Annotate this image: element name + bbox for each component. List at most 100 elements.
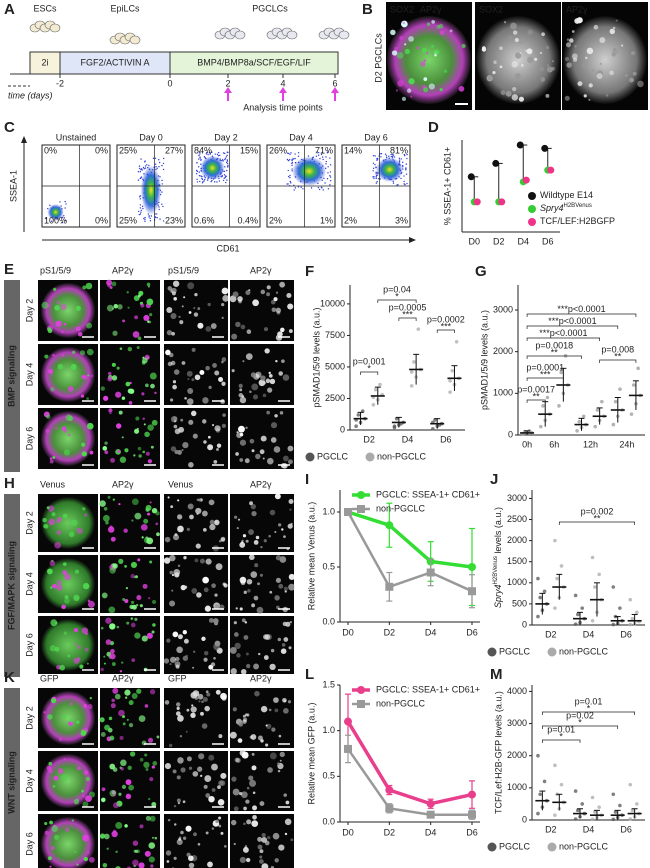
image-texture bbox=[111, 307, 115, 310]
flow-event bbox=[329, 171, 332, 173]
flow-event bbox=[222, 152, 225, 154]
image-texture bbox=[45, 414, 51, 419]
image-texture bbox=[239, 432, 244, 437]
analysis-arrowhead bbox=[224, 87, 232, 93]
flow-event bbox=[140, 211, 142, 213]
flow-event bbox=[195, 169, 198, 172]
image-texture bbox=[148, 320, 152, 324]
image-texture bbox=[171, 291, 176, 296]
image-texture bbox=[251, 765, 257, 771]
image-texture bbox=[67, 386, 74, 392]
image-texture bbox=[113, 303, 119, 309]
image-texture bbox=[201, 636, 206, 642]
flow-event bbox=[204, 178, 206, 181]
flow-event bbox=[65, 203, 67, 205]
flow-event bbox=[158, 158, 160, 161]
image-texture bbox=[216, 443, 222, 448]
image-texture bbox=[174, 428, 181, 435]
image-texture bbox=[172, 384, 177, 390]
legend-label: Wildtype E14 bbox=[540, 190, 593, 200]
stage-label: EpiLCs bbox=[110, 3, 140, 13]
image-texture bbox=[169, 570, 174, 575]
image-texture bbox=[177, 450, 182, 455]
image-texture bbox=[103, 655, 106, 658]
flow-event bbox=[64, 207, 66, 209]
image-texture bbox=[77, 645, 81, 650]
image-texture bbox=[134, 617, 138, 621]
flow-event bbox=[393, 156, 396, 158]
flow-event bbox=[199, 157, 201, 159]
flow-event bbox=[374, 155, 376, 157]
side-label: WNT signaling bbox=[6, 751, 16, 814]
image-texture bbox=[73, 594, 80, 602]
image-texture bbox=[242, 714, 246, 718]
flow-event bbox=[297, 186, 300, 188]
marker-label: SOX2 bbox=[390, 4, 414, 14]
image-tile bbox=[230, 751, 294, 811]
image-texture bbox=[75, 326, 81, 332]
image-texture bbox=[86, 348, 94, 356]
x-tick-label: D6 bbox=[466, 827, 478, 837]
image-texture bbox=[279, 759, 282, 762]
image-texture bbox=[49, 457, 53, 460]
image-texture bbox=[192, 666, 195, 669]
image-texture bbox=[241, 751, 249, 759]
legend-swatch bbox=[547, 647, 557, 657]
image-texture bbox=[99, 500, 106, 507]
flow-event bbox=[156, 167, 158, 170]
image-texture bbox=[187, 503, 194, 510]
side-band bbox=[4, 494, 20, 677]
x-tick-label: D6 bbox=[466, 627, 478, 637]
panel-label: E bbox=[4, 261, 14, 278]
image-texture bbox=[247, 589, 251, 593]
image-texture bbox=[252, 815, 257, 820]
image-texture bbox=[505, 90, 512, 97]
flow-event bbox=[390, 155, 393, 158]
image-texture bbox=[203, 784, 208, 789]
image-texture bbox=[514, 73, 521, 80]
image-texture bbox=[146, 298, 154, 306]
image-texture bbox=[165, 850, 172, 856]
x-tick-label: D0 bbox=[468, 236, 480, 246]
image-texture bbox=[146, 632, 153, 639]
flow-event bbox=[300, 186, 302, 188]
data-point bbox=[618, 606, 622, 610]
image-tile bbox=[164, 751, 228, 811]
x-tick-label: D4 bbox=[583, 824, 595, 834]
panel-label: F bbox=[305, 263, 314, 280]
image-texture bbox=[169, 554, 176, 562]
image-texture bbox=[213, 643, 220, 651]
data-point bbox=[595, 408, 600, 412]
image-texture bbox=[207, 435, 211, 439]
image-texture bbox=[288, 498, 294, 505]
data-point bbox=[354, 424, 358, 429]
flow-event bbox=[286, 158, 289, 161]
image-texture bbox=[583, 94, 587, 98]
image-texture bbox=[54, 541, 61, 549]
image-texture bbox=[100, 386, 105, 391]
image-texture bbox=[232, 291, 239, 298]
quadrant-value: 0% bbox=[44, 145, 57, 155]
image-texture bbox=[259, 801, 265, 807]
image-texture bbox=[44, 354, 49, 359]
image-texture bbox=[136, 603, 139, 607]
data-marker bbox=[344, 744, 352, 753]
flow-event bbox=[329, 176, 332, 178]
image-texture bbox=[252, 791, 256, 794]
image-texture bbox=[259, 849, 264, 854]
quadrant-value: 0.6% bbox=[194, 215, 215, 225]
image-texture bbox=[115, 423, 122, 429]
image-texture bbox=[63, 322, 67, 326]
image-tile bbox=[230, 280, 294, 341]
image-texture bbox=[209, 523, 216, 531]
image-texture bbox=[234, 642, 241, 650]
image-texture bbox=[77, 331, 83, 337]
flow-density bbox=[200, 155, 225, 181]
image-texture bbox=[588, 83, 593, 88]
flow-event bbox=[144, 216, 146, 219]
flow-event bbox=[380, 156, 382, 158]
legend-swatch bbox=[365, 452, 375, 462]
image-texture bbox=[128, 784, 135, 791]
data-point bbox=[431, 426, 435, 431]
image-texture bbox=[122, 598, 126, 601]
